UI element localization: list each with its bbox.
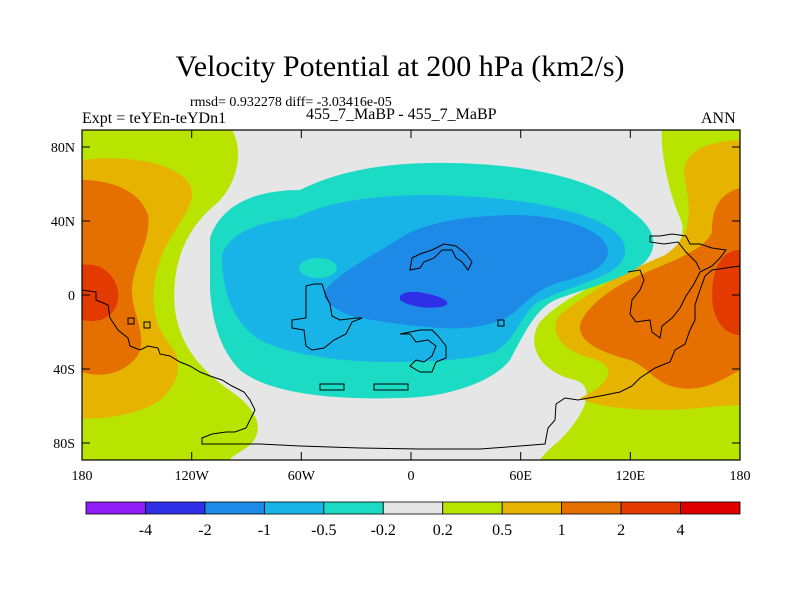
- y-tick-label: 40S: [53, 363, 75, 378]
- colorbar-swatch: [85, 501, 146, 515]
- y-tick-label: 0: [68, 289, 75, 304]
- comparison-label: 455_7_MaBP - 455_7_MaBP: [306, 106, 497, 123]
- colorbar-label: 4: [677, 522, 685, 539]
- y-tick-label: 80N: [51, 141, 75, 156]
- coastline-east-asia: [627, 233, 727, 339]
- colorbar-swatch: [323, 501, 384, 515]
- colorbar-label: -4: [139, 522, 152, 539]
- contour-center-neg2: [400, 291, 448, 308]
- coastline-southern-islands: [319, 319, 505, 391]
- colorbar-label: 0.2: [433, 522, 453, 539]
- x-ticks: [81, 130, 631, 460]
- y-ticks: [82, 146, 740, 444]
- coastline-europe-asia: [409, 243, 473, 271]
- x-tick-label: 180: [72, 469, 93, 484]
- coastline-maritime: [399, 329, 447, 373]
- x-tick-labels: 180 120W 60W 0 60E 120E 180: [72, 469, 751, 484]
- y-tick-labels: 80N 40N 0 40S 80S: [51, 141, 75, 452]
- x-tick-label: 120W: [175, 469, 210, 484]
- coastlines: [82, 233, 740, 450]
- contour-west-1: [82, 180, 149, 375]
- coastline-americas-east-pacific: [82, 265, 740, 450]
- stats-text: rmsd= 0.932278 diff= -3.03416e-05: [190, 95, 392, 110]
- y-tick-label: 80S: [53, 437, 75, 452]
- colorbar-label: 1: [558, 522, 566, 539]
- colorbar-label: -1: [258, 522, 271, 539]
- x-tick-label: 0: [408, 469, 415, 484]
- coastline-africa: [291, 283, 363, 351]
- chart-title: Velocity Potential at 200 hPa (km2/s): [175, 50, 625, 83]
- colorbar-swatch: [561, 501, 622, 515]
- experiment-label: Expt = teYEn-teYDn1: [82, 110, 227, 127]
- x-tick-label: 120E: [616, 469, 646, 484]
- colorbar-swatch: [263, 501, 325, 515]
- colorbar-swatch: [382, 501, 444, 515]
- colorbar-label: -0.5: [311, 522, 336, 539]
- colorbar-swatch: [680, 501, 741, 515]
- colorbar-label: 2: [617, 522, 625, 539]
- colorbar-labels: -4 -2 -1 -0.5 -0.2 0.2 0.5 1 2 4: [139, 522, 685, 539]
- contour-west-2: [82, 264, 119, 322]
- colorbar-swatch: [145, 501, 206, 515]
- colorbar-swatch: [442, 501, 503, 515]
- x-tick-label: 180: [730, 469, 751, 484]
- y-tick-label: 40N: [51, 215, 75, 230]
- coastline-pacific-islands: [127, 317, 151, 329]
- colorbar-label: 0.5: [492, 522, 512, 539]
- x-tick-label: 60W: [288, 469, 316, 484]
- colorbar-label: -2: [198, 522, 211, 539]
- colorbar-swatch: [620, 501, 681, 515]
- contour-east-1: [579, 188, 740, 389]
- colorbar: [85, 501, 741, 515]
- colorbar-swatch: [501, 501, 563, 515]
- contour-field: [82, 130, 740, 460]
- x-tick-label: 60E: [509, 469, 532, 484]
- season-label: ANN: [701, 110, 736, 127]
- contour-east-2: [712, 250, 740, 335]
- contour-center-neg0.5-blob: [299, 258, 337, 278]
- colorbar-label: -0.2: [371, 522, 396, 539]
- contour-center-neg1: [324, 215, 608, 329]
- colorbar-swatch: [204, 501, 265, 515]
